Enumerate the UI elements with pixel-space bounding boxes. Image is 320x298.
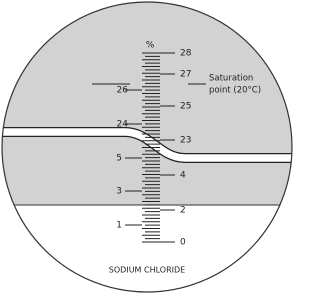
scale-label: 27	[180, 70, 191, 80]
refractometer-view: % 28 27 25 23 4 2 0 26 24 5 3 1 Saturati…	[0, 0, 294, 294]
annotation: Saturation	[209, 74, 253, 84]
scale-label: 26	[117, 86, 129, 96]
scale-label: 23	[180, 136, 191, 146]
scale-label: 24	[117, 120, 129, 130]
scale-label: 3	[116, 187, 122, 197]
scale-label: 2	[180, 206, 186, 216]
substance-label: SODIUM CHLORIDE	[109, 266, 185, 275]
unit: %	[146, 41, 155, 51]
scale-label: 4	[180, 171, 186, 181]
scale-label: 25	[180, 102, 191, 112]
annotation: point (20°C)	[209, 86, 261, 96]
scale-label: 5	[116, 154, 122, 164]
scale-label: 28	[180, 49, 192, 59]
scale-label: 0	[180, 238, 186, 248]
scale-label: 1	[116, 221, 122, 231]
